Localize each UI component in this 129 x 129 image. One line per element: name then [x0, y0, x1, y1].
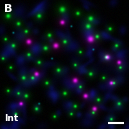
- Text: B: B: [4, 4, 12, 14]
- Text: Int: Int: [4, 114, 18, 123]
